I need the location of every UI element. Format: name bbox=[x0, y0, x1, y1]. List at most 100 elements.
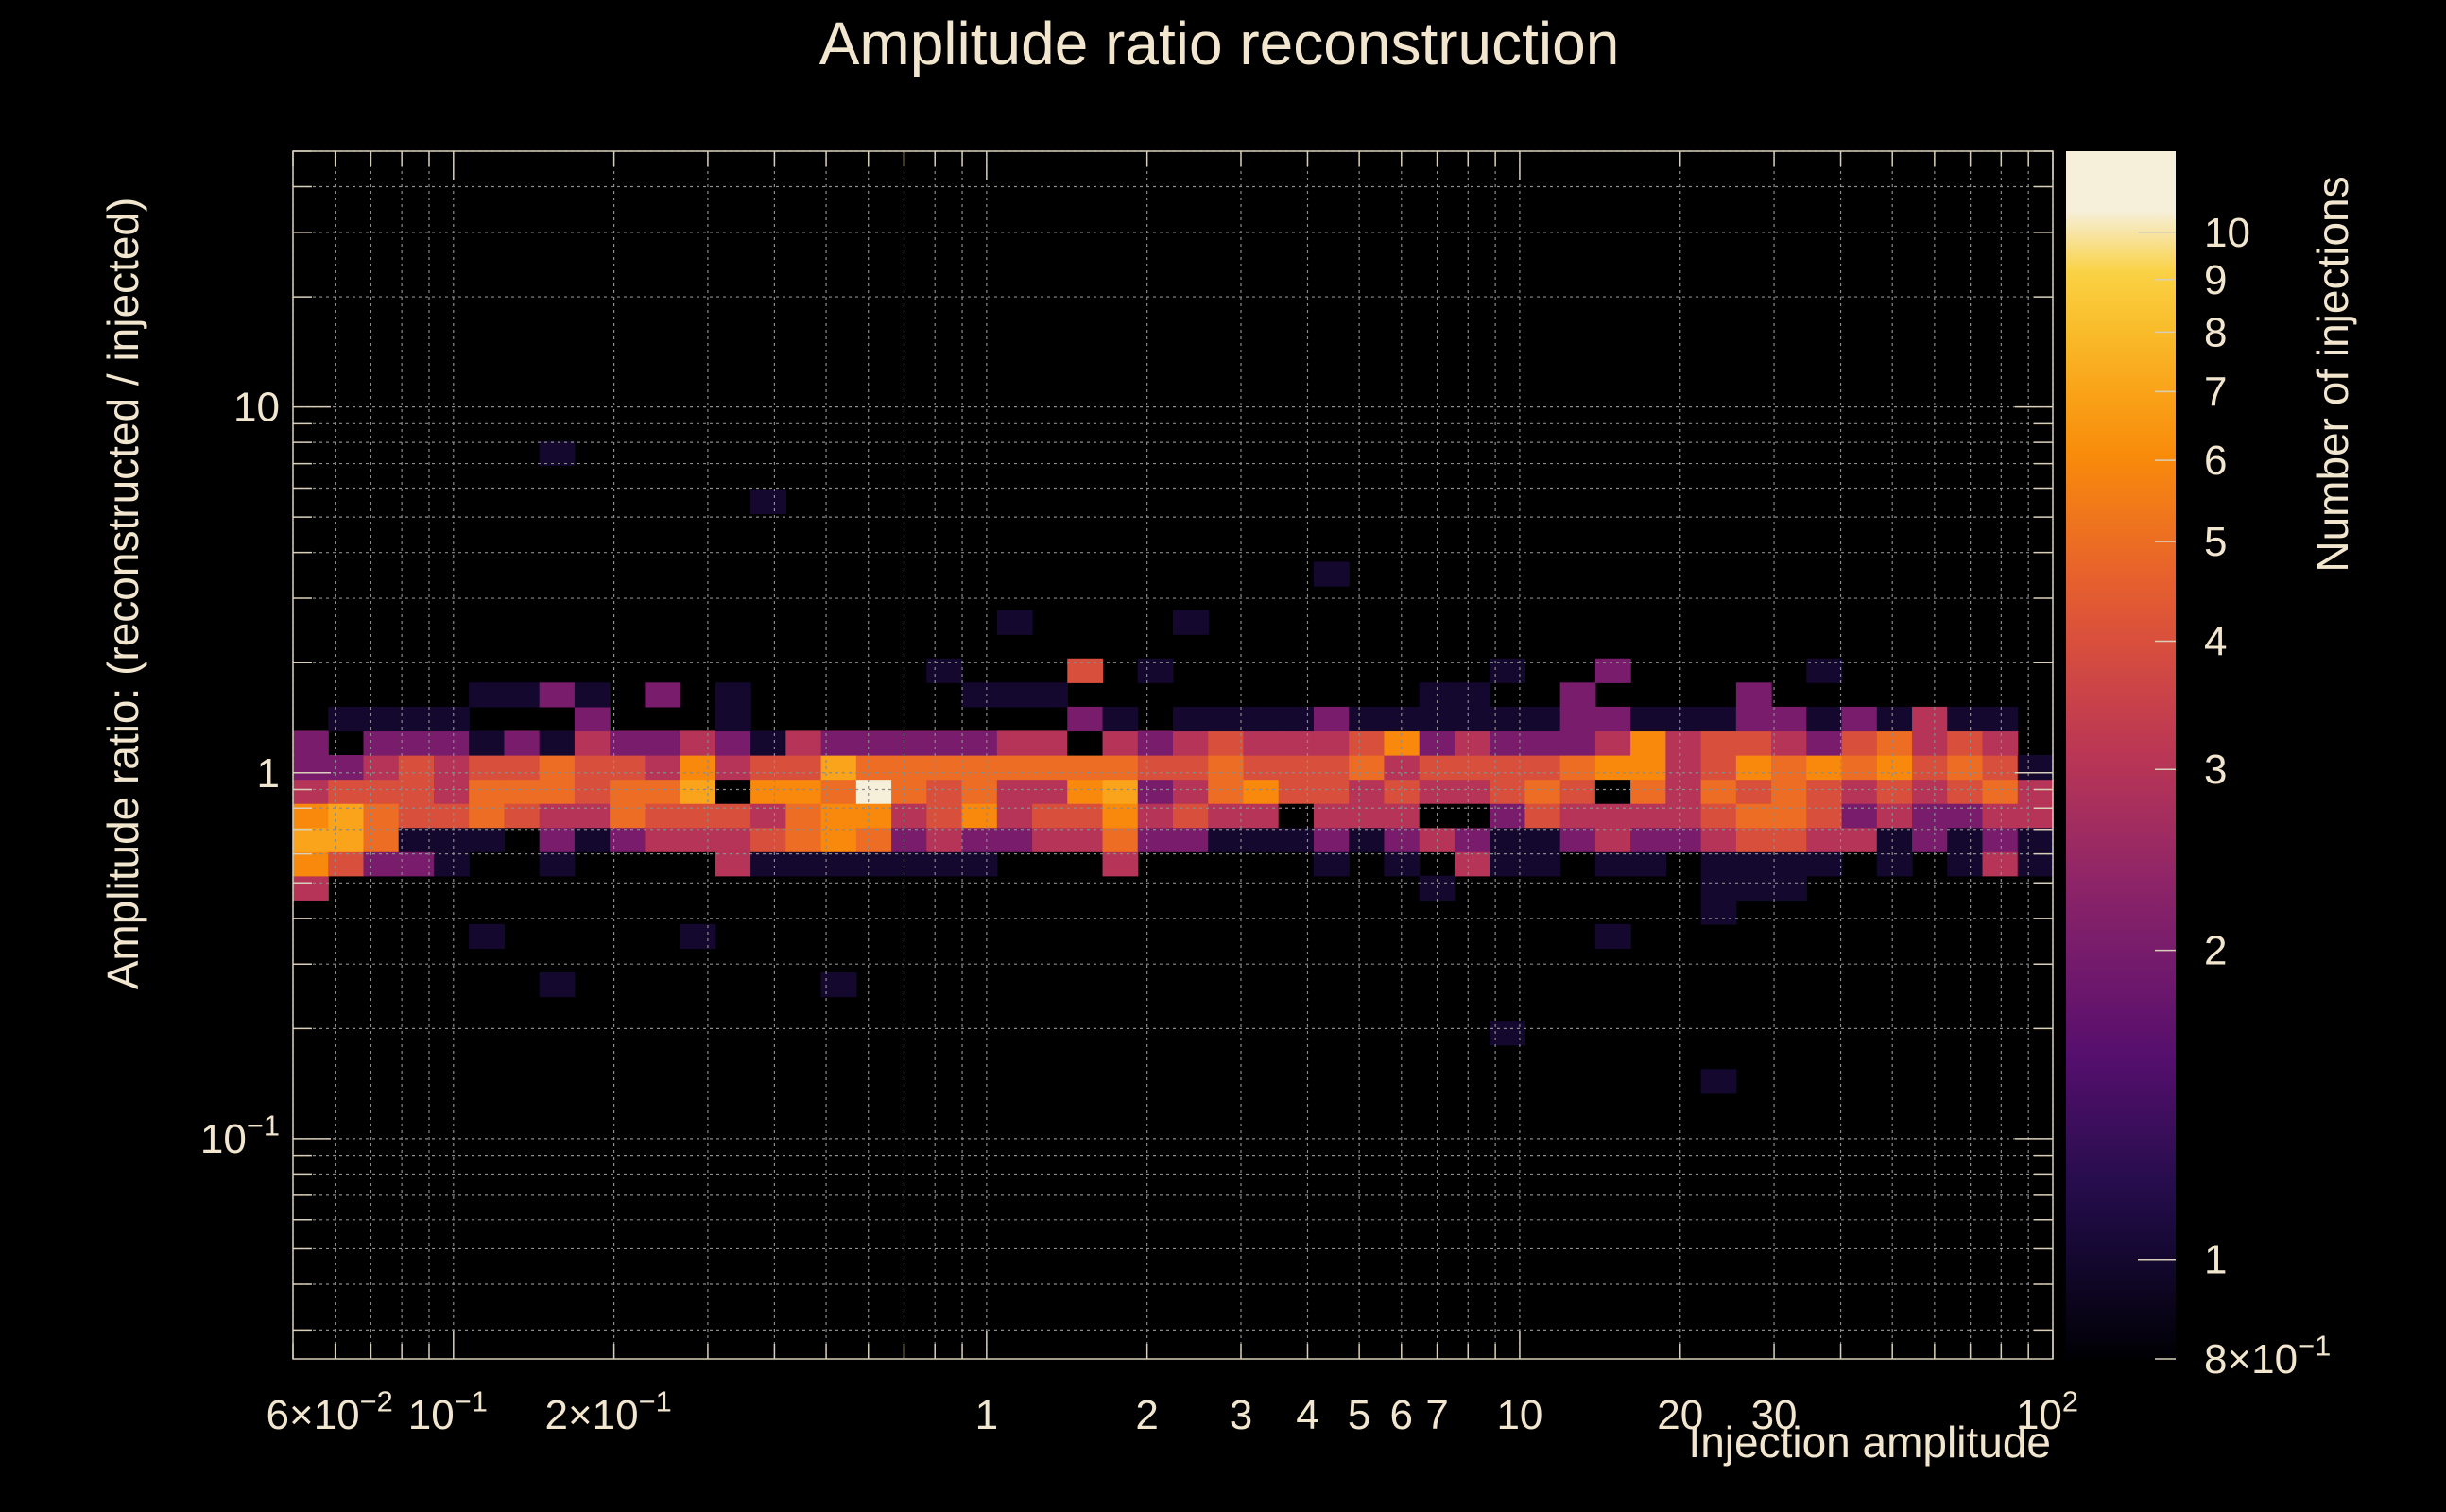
heatmap-cell bbox=[1912, 803, 1948, 829]
x-tick-label: 5 bbox=[1348, 1392, 1370, 1438]
heatmap-cell bbox=[1700, 875, 1737, 901]
heatmap-cell bbox=[855, 755, 892, 781]
heatmap-cell bbox=[1208, 779, 1245, 804]
heatmap-cell bbox=[1771, 827, 1807, 852]
heatmap-cell bbox=[891, 779, 927, 804]
heatmap-cell bbox=[1102, 755, 1139, 781]
heatmap-cell bbox=[328, 755, 365, 781]
heatmap-cell bbox=[363, 803, 400, 829]
heatmap-cell bbox=[1630, 755, 1666, 781]
heatmap-cell bbox=[785, 827, 822, 852]
heatmap-cell bbox=[645, 730, 681, 756]
heatmap-cell bbox=[1876, 730, 1913, 756]
heatmap-cell bbox=[680, 730, 716, 756]
heatmap-cell bbox=[1067, 755, 1104, 781]
heatmap-cell bbox=[1594, 923, 1631, 950]
heatmap-cell bbox=[504, 779, 541, 804]
heatmap-cell bbox=[433, 779, 470, 804]
heatmap-cell bbox=[574, 779, 611, 804]
heatmap-cell bbox=[1243, 730, 1280, 756]
heatmap-cell bbox=[1349, 706, 1386, 732]
heatmap-cell bbox=[1700, 1069, 1737, 1094]
heatmap-cell bbox=[1912, 827, 1948, 852]
heatmap-cell bbox=[574, 755, 611, 781]
heatmap-cell bbox=[1841, 730, 1878, 756]
heatmap-cell bbox=[1947, 803, 1984, 829]
heatmap-cell bbox=[1454, 706, 1490, 732]
heatmap-cell bbox=[820, 779, 857, 804]
heatmap-cell bbox=[1137, 779, 1174, 804]
heatmap-cell bbox=[1594, 658, 1631, 683]
heatmap-cell bbox=[1137, 803, 1174, 829]
heatmap-cell bbox=[1735, 682, 1772, 708]
heatmap-cell bbox=[1630, 803, 1666, 829]
heatmap-cell bbox=[363, 730, 400, 756]
heatmap-cell bbox=[1700, 706, 1737, 732]
heatmap-cell bbox=[1982, 730, 2019, 756]
heatmap-cell bbox=[1208, 706, 1245, 732]
colorbar-tick-label: 6 bbox=[2204, 438, 2227, 484]
heatmap-cell bbox=[1102, 827, 1139, 852]
heatmap-cell bbox=[1208, 755, 1245, 781]
heatmap-cell bbox=[715, 851, 751, 877]
heatmap-cell bbox=[1665, 827, 1702, 852]
heatmap-cell bbox=[1454, 730, 1490, 756]
heatmap-cell bbox=[2017, 827, 2054, 852]
heatmap-cell bbox=[1524, 755, 1561, 781]
x-tick-label: 6 bbox=[1390, 1392, 1413, 1438]
heatmap-cell bbox=[1208, 827, 1245, 852]
heatmap-cells bbox=[293, 440, 2054, 1094]
heatmap-cell bbox=[1313, 561, 1350, 587]
heatmap-cell bbox=[680, 779, 716, 804]
heatmap-cell bbox=[363, 827, 400, 852]
heatmap-cell bbox=[1806, 755, 1843, 781]
heatmap-cell bbox=[961, 803, 998, 829]
heatmap-cell bbox=[539, 755, 576, 781]
colorbar-gradient bbox=[2066, 151, 2176, 1359]
heatmap-cell bbox=[820, 755, 857, 781]
heatmap-cell bbox=[820, 827, 857, 852]
x-tick-label: 10−1 bbox=[408, 1385, 488, 1438]
heatmap-cell bbox=[750, 803, 786, 829]
heatmap-cell bbox=[328, 851, 365, 877]
heatmap-cell bbox=[1947, 827, 1984, 852]
heatmap-cell bbox=[1454, 779, 1490, 804]
x-tick-label: 3 bbox=[1230, 1392, 1252, 1438]
heatmap-cell bbox=[891, 730, 927, 756]
heatmap-cell bbox=[645, 682, 681, 708]
heatmap-cell bbox=[1735, 730, 1772, 756]
heatmap-cell bbox=[1559, 706, 1596, 732]
heatmap-cell bbox=[855, 730, 892, 756]
heatmap-cell bbox=[1982, 755, 2019, 781]
heatmap-cell bbox=[715, 755, 751, 781]
heatmap-cell bbox=[1876, 755, 1913, 781]
colorbar-tick-label: 9 bbox=[2204, 257, 2227, 303]
heatmap-cell bbox=[785, 803, 822, 829]
heatmap-cell bbox=[1594, 803, 1631, 829]
colorbar-tick-label: 10 bbox=[2204, 210, 2250, 256]
heatmap-cell bbox=[1735, 706, 1772, 732]
heatmap-cell bbox=[574, 730, 611, 756]
heatmap-cell bbox=[1735, 755, 1772, 781]
heatmap-cell bbox=[1806, 851, 1843, 877]
heatmap-cell bbox=[1630, 730, 1666, 756]
heatmap-cell bbox=[1524, 827, 1561, 852]
heatmap-cell bbox=[1806, 827, 1843, 852]
heatmap-cell bbox=[1243, 827, 1280, 852]
heatmap-cell bbox=[1700, 779, 1737, 804]
heatmap-cell bbox=[2017, 803, 2054, 829]
heatmap-cell bbox=[1173, 706, 1209, 732]
colorbar-tick-label: 8 bbox=[2204, 309, 2227, 355]
heatmap-cell bbox=[398, 730, 435, 756]
heatmap-cell bbox=[1982, 706, 2019, 732]
heatmap-cell bbox=[610, 779, 646, 804]
heatmap-cell bbox=[1630, 827, 1666, 852]
heatmap-cell bbox=[610, 755, 646, 781]
heatmap-cell bbox=[610, 730, 646, 756]
heatmap-cell bbox=[680, 923, 716, 950]
heatmap-cell bbox=[1594, 755, 1631, 781]
heatmap-cell bbox=[1700, 730, 1737, 756]
heatmap-cell bbox=[1912, 706, 1948, 732]
heatmap-cell bbox=[293, 803, 329, 829]
heatmap-cell bbox=[1947, 851, 1984, 877]
